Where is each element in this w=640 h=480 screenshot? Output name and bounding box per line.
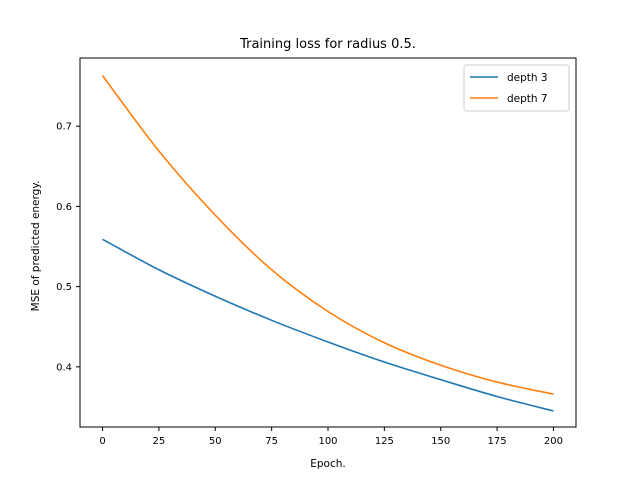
x-tick-label: 75 <box>265 436 278 447</box>
y-axis: 0.4 0.5 0.6 0.7 <box>56 122 80 373</box>
series-layer <box>101 75 554 412</box>
x-tick-label: 200 <box>544 436 563 447</box>
y-tick-label: 0.7 <box>56 122 72 133</box>
chart-title: Training loss for radius 0.5. <box>239 37 416 52</box>
y-axis-label: MSE of predicted energy. <box>30 181 42 312</box>
x-tick-label: 100 <box>318 436 337 447</box>
x-tick-label: 50 <box>209 436 222 447</box>
y-tick-label: 0.5 <box>56 282 72 293</box>
legend: depth 3 depth 7 <box>463 64 570 112</box>
series-line-1 <box>102 238 554 412</box>
series-line-2 <box>101 75 554 395</box>
y-tick-label: 0.4 <box>56 362 72 373</box>
x-tick-label: 0 <box>99 436 105 447</box>
legend-label: depth 3 <box>507 72 548 84</box>
x-tick-label: 150 <box>431 436 450 447</box>
plot-frame <box>79 57 577 428</box>
x-tick-label: 175 <box>488 436 507 447</box>
x-axis: 0 25 50 75 100 125 150 175 200 <box>99 427 563 447</box>
x-axis-label: Epoch. <box>310 458 346 470</box>
x-tick-label: 25 <box>153 436 166 447</box>
y-tick-label: 0.6 <box>56 202 72 213</box>
legend-label: depth 7 <box>507 93 548 105</box>
x-tick-label: 125 <box>375 436 394 447</box>
